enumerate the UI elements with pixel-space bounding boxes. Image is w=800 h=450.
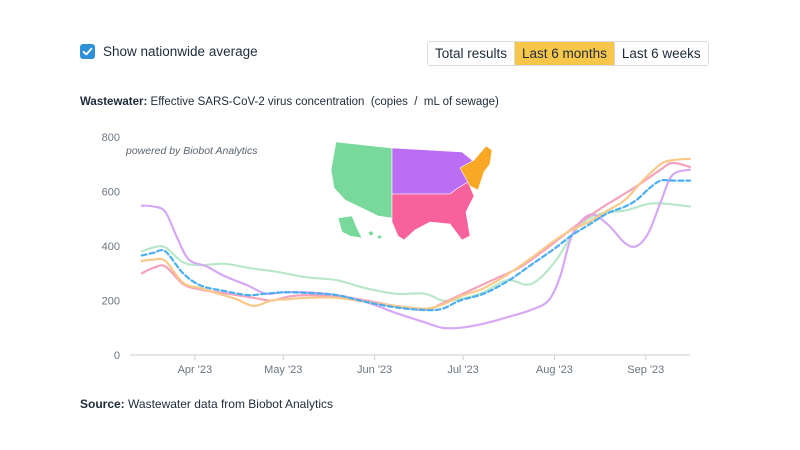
x-tick-label: Aug '23 (536, 364, 573, 376)
map-region-west (330, 141, 393, 219)
chart-title-bold: Wastewater: (80, 96, 148, 108)
us-regions-map-icon (330, 141, 493, 241)
tab-total-results[interactable]: Total results (428, 42, 515, 65)
chart-series (140, 157, 692, 330)
tab-last-6-months[interactable]: Last 6 months (514, 42, 614, 65)
checkbox-checked-icon[interactable] (80, 44, 95, 59)
x-tick-label: Jul '23 (447, 364, 478, 376)
checkbox-label: Show nationwide average (103, 44, 258, 59)
x-tick-label: Jun '23 (357, 364, 392, 376)
x-tick-label: Sep '23 (627, 364, 664, 376)
source-note: Source: Wastewater data from Biobot Anal… (80, 397, 333, 411)
series-line-nationwide-average (140, 178, 692, 312)
chart-title: Wastewater: Effective SARS-CoV-2 virus c… (80, 96, 499, 108)
source-text: Wastewater data from Biobot Analytics (124, 397, 333, 411)
map-region-northeast (459, 145, 493, 191)
nationwide-average-toggle[interactable]: Show nationwide average (80, 44, 258, 59)
map-region-south (391, 181, 475, 241)
y-tick-label: 0 (114, 350, 120, 362)
map-region-hawaii (367, 230, 383, 240)
chart-axes: 0 200 400 600 800 Apr '23 May '23 Jun '23 Jul '2… (102, 132, 690, 376)
series-line-northeast (140, 157, 692, 310)
x-tick-label: Apr '23 (178, 364, 213, 376)
source-label: Source: (80, 397, 125, 411)
x-tick-label: May '23 (264, 364, 302, 376)
y-tick-label: 600 (102, 187, 120, 199)
series-line-midwest (140, 168, 692, 330)
tab-last-6-weeks[interactable]: Last 6 weeks (613, 42, 708, 65)
watermark-text: powered by Biobot Analytics (125, 145, 258, 157)
y-tick-label: 800 (102, 132, 120, 144)
map-region-alaska (337, 215, 363, 239)
time-range-selector: Total results Last 6 months Last 6 weeks (427, 41, 709, 66)
y-tick-label: 200 (102, 296, 120, 308)
y-tick-label: 400 (102, 241, 120, 253)
chart-title-rest: Effective SARS-CoV-2 virus concentration… (147, 96, 499, 108)
